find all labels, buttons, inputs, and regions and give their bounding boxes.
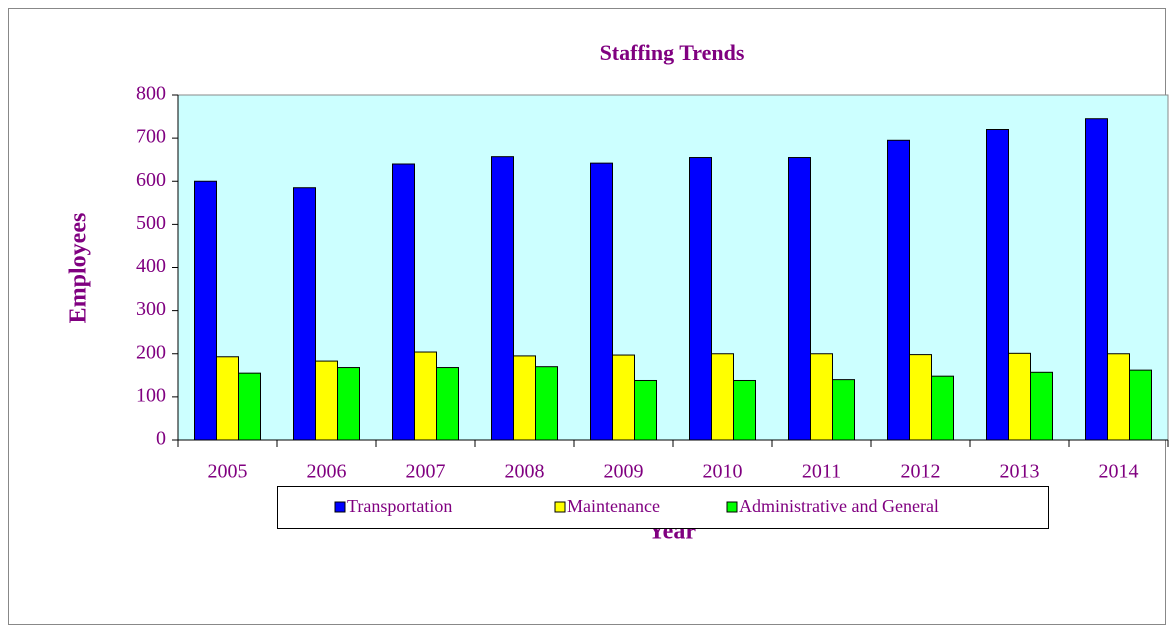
bar	[1030, 371, 1053, 441]
y-tick-label: 500	[136, 212, 166, 234]
y-tick-label: 100	[136, 384, 166, 406]
bar	[513, 355, 536, 441]
bar	[216, 356, 239, 441]
y-tick-label: 600	[136, 169, 166, 191]
bar	[491, 156, 514, 441]
bar	[810, 353, 833, 441]
bar	[1085, 118, 1108, 441]
bar	[194, 180, 217, 441]
y-tick-label: 400	[136, 255, 166, 277]
bar	[392, 163, 415, 441]
bar	[315, 360, 338, 441]
bar	[238, 372, 261, 441]
bar	[931, 375, 954, 441]
bar	[612, 354, 635, 441]
bar	[414, 351, 437, 441]
bar	[788, 157, 811, 441]
legend-label: Transportation	[347, 496, 452, 516]
x-tick-label: 2014	[1099, 461, 1139, 483]
bar	[1107, 353, 1130, 441]
chart-title: Staffing Trends	[600, 40, 745, 65]
bar	[436, 367, 459, 441]
legend-swatch	[334, 501, 346, 513]
bar	[634, 379, 657, 441]
bar	[337, 367, 360, 441]
bar	[909, 354, 932, 441]
x-tick-label: 2007	[406, 461, 446, 483]
y-tick-label: 300	[136, 298, 166, 320]
bar	[1129, 369, 1152, 441]
bar	[535, 366, 558, 441]
legend-label: Maintenance	[567, 496, 660, 516]
y-axis-label: Employees	[66, 213, 92, 324]
x-tick-label: 2012	[901, 461, 941, 483]
y-tick-label: 0	[156, 428, 166, 450]
bar	[986, 129, 1009, 441]
bar	[293, 187, 316, 441]
x-tick-label: 2010	[703, 461, 743, 483]
y-tick-label: 200	[136, 341, 166, 363]
x-tick-label: 2011	[802, 461, 841, 483]
y-tick-label: 800	[136, 83, 166, 105]
y-tick-label: 700	[136, 126, 166, 148]
x-tick-label: 2009	[604, 461, 644, 483]
legend-box	[277, 486, 1049, 529]
bar	[689, 157, 712, 441]
bar	[711, 353, 734, 441]
legend-label: Administrative and General	[739, 496, 939, 516]
bar	[733, 379, 756, 441]
legend-swatch	[554, 501, 566, 513]
x-tick-label: 2005	[208, 461, 248, 483]
x-tick-label: 2006	[307, 461, 347, 483]
x-tick-label: 2013	[1000, 461, 1040, 483]
bar	[832, 379, 855, 441]
bar	[887, 139, 910, 441]
bar	[590, 162, 613, 441]
x-tick-label: 2008	[505, 461, 545, 483]
bar	[1008, 352, 1031, 441]
legend-swatch	[726, 501, 738, 513]
